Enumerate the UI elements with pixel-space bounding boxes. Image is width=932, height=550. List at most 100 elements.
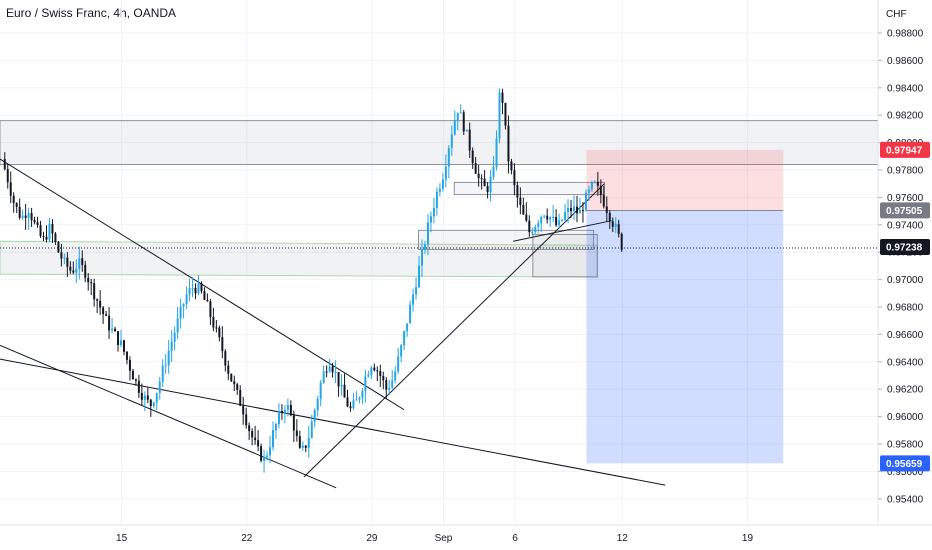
candle-body[interactable] <box>370 367 373 376</box>
candle-body[interactable] <box>489 176 492 193</box>
candle-body[interactable] <box>194 287 197 294</box>
candle-body[interactable] <box>325 371 328 373</box>
candle-body[interactable] <box>474 163 477 174</box>
candle-body[interactable] <box>400 345 403 357</box>
candle-body[interactable] <box>543 215 546 217</box>
candle-body[interactable] <box>140 392 143 400</box>
candle-body[interactable] <box>501 92 504 103</box>
candle-body[interactable] <box>146 395 149 400</box>
candle-body[interactable] <box>218 327 221 338</box>
candle-body[interactable] <box>182 304 185 307</box>
candle-body[interactable] <box>18 206 21 218</box>
candle-body[interactable] <box>164 365 167 367</box>
candle-body[interactable] <box>382 375 385 381</box>
candle-body[interactable] <box>304 445 307 448</box>
candle-body[interactable] <box>498 92 501 139</box>
candle-body[interactable] <box>125 351 128 360</box>
candle-body[interactable] <box>84 264 87 278</box>
candle-body[interactable] <box>24 215 27 218</box>
candle-body[interactable] <box>531 231 534 233</box>
candle-body[interactable] <box>239 389 242 406</box>
candle-body[interactable] <box>406 323 409 332</box>
candle-body[interactable] <box>30 213 33 221</box>
long-descending-trendline[interactable] <box>0 358 666 486</box>
candle-body[interactable] <box>590 181 593 190</box>
candle-body[interactable] <box>465 129 468 132</box>
candle-body[interactable] <box>337 372 340 387</box>
candle-body[interactable] <box>349 406 352 409</box>
candle-body[interactable] <box>435 191 438 208</box>
candle-body[interactable] <box>215 327 218 329</box>
candle-body[interactable] <box>188 288 191 295</box>
candle-body[interactable] <box>200 283 203 292</box>
candle-body[interactable] <box>432 207 435 217</box>
candle-body[interactable] <box>42 236 45 238</box>
candle-body[interactable] <box>227 365 230 374</box>
candle-body[interactable] <box>242 405 245 415</box>
candle-body[interactable] <box>122 340 125 352</box>
candle-body[interactable] <box>614 224 617 227</box>
candle-body[interactable] <box>599 185 602 196</box>
candle-body[interactable] <box>21 215 24 218</box>
candle-body[interactable] <box>90 282 93 284</box>
candle-body[interactable] <box>462 112 465 132</box>
candle-body[interactable] <box>316 398 319 411</box>
candle-body[interactable] <box>149 399 152 407</box>
candle-body[interactable] <box>167 350 170 366</box>
candle-body[interactable] <box>444 166 447 180</box>
candle-body[interactable] <box>307 437 310 448</box>
candle-body[interactable] <box>483 178 486 187</box>
candle-body[interactable] <box>289 405 292 416</box>
candle-body[interactable] <box>191 287 194 289</box>
candle-body[interactable] <box>447 148 450 167</box>
candle-body[interactable] <box>176 318 179 333</box>
candle-body[interactable] <box>3 159 6 170</box>
candle-body[interactable] <box>421 249 424 266</box>
candle-body[interactable] <box>310 421 313 438</box>
candle-body[interactable] <box>27 213 30 218</box>
candle-body[interactable] <box>468 129 471 151</box>
short-position-tool[interactable] <box>586 149 784 464</box>
candle-body[interactable] <box>87 277 90 283</box>
candle-body[interactable] <box>81 258 84 265</box>
candle-body[interactable] <box>397 356 400 372</box>
candle-body[interactable] <box>537 223 540 227</box>
candle-body[interactable] <box>426 222 429 245</box>
candle-body[interactable] <box>373 367 376 371</box>
candle-body[interactable] <box>75 268 78 273</box>
candle-body[interactable] <box>388 387 391 390</box>
candle-body[interactable] <box>596 181 599 186</box>
candle-body[interactable] <box>415 287 418 295</box>
candle-body[interactable] <box>495 138 498 167</box>
candle-body[interactable] <box>504 102 507 126</box>
candle-body[interactable] <box>33 220 36 223</box>
candle-body[interactable] <box>379 371 382 376</box>
candle-body[interactable] <box>185 294 188 305</box>
candle-body[interactable] <box>131 370 134 380</box>
candle-body[interactable] <box>128 359 131 371</box>
candle-body[interactable] <box>277 410 280 425</box>
candle-body[interactable] <box>280 410 283 413</box>
candle-body[interactable] <box>60 252 63 259</box>
candle-body[interactable] <box>257 440 260 447</box>
candle-body[interactable] <box>45 236 48 240</box>
candle-body[interactable] <box>274 424 277 431</box>
candle-body[interactable] <box>57 242 60 253</box>
candle-body[interactable] <box>558 220 561 226</box>
candle-body[interactable] <box>254 437 257 441</box>
candle-body[interactable] <box>209 301 212 317</box>
candle-body[interactable] <box>72 270 75 273</box>
candle-body[interactable] <box>173 332 176 342</box>
candle-body[interactable] <box>540 216 543 224</box>
candle-body[interactable] <box>578 209 581 214</box>
candle-body[interactable] <box>63 257 66 259</box>
candle-body[interactable] <box>286 405 289 410</box>
candle-body[interactable] <box>271 430 274 448</box>
candle-body[interactable] <box>114 328 117 332</box>
candle-body[interactable] <box>567 207 570 213</box>
candle-body[interactable] <box>322 371 325 383</box>
candle-body[interactable] <box>15 203 18 207</box>
candle-body[interactable] <box>158 381 161 393</box>
candle-body[interactable] <box>66 257 69 267</box>
